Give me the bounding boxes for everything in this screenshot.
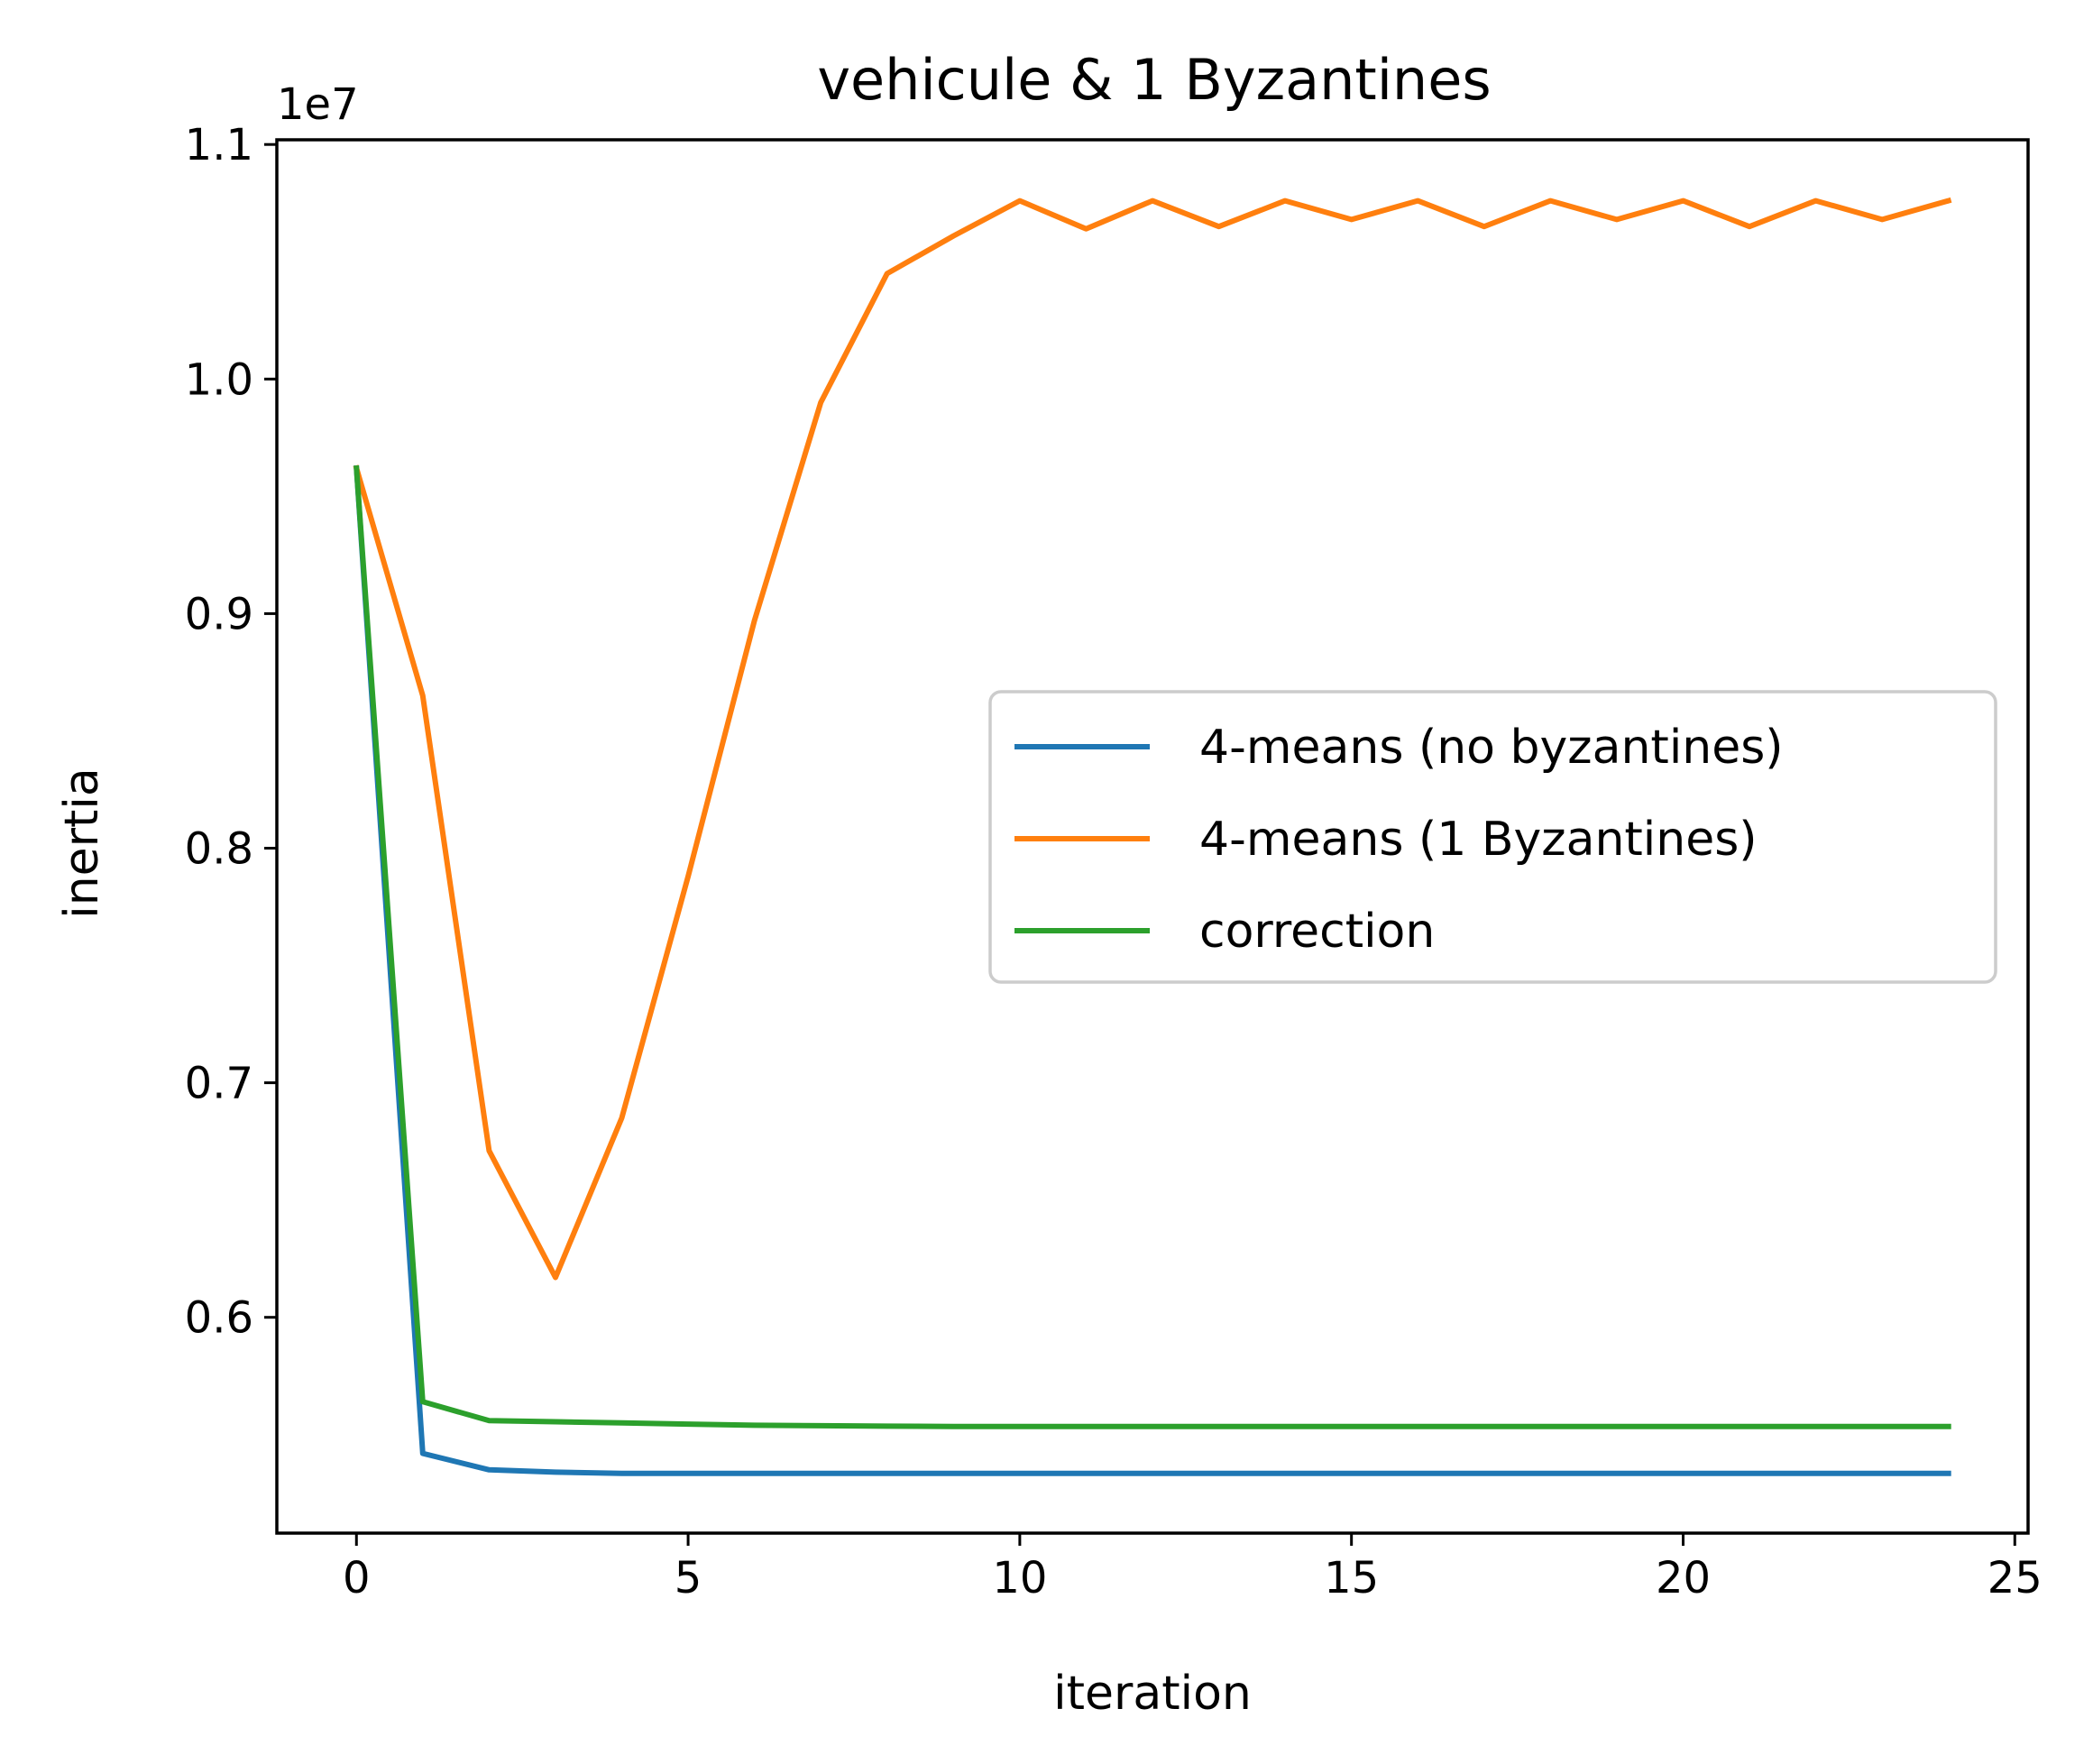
legend-box bbox=[988, 690, 1997, 984]
legend-label-0: 4-means (no byzantines) bbox=[1199, 721, 1784, 775]
y-tick-label: 0.6 bbox=[185, 1293, 253, 1344]
y-tick-label: 0.7 bbox=[185, 1059, 253, 1109]
legend-entries: 4-means (no byzantines) 4-means (1 Byzant… bbox=[1014, 721, 1784, 959]
plot-area-frame bbox=[275, 138, 2030, 1535]
x-axis-ticks: 0 5 10 15 20 25 bbox=[343, 1533, 2043, 1603]
x-axis-label: iteration bbox=[1053, 1667, 1252, 1721]
legend-label-1: 4-means (1 Byzantines) bbox=[1199, 813, 1758, 867]
series-line-2 bbox=[353, 464, 1951, 1429]
x-tick-label: 5 bbox=[675, 1553, 702, 1603]
x-tick-label: 10 bbox=[992, 1553, 1047, 1603]
y-offset-label: 1e7 bbox=[277, 79, 359, 130]
y-tick-label: 0.9 bbox=[185, 589, 253, 639]
x-tick-label: 25 bbox=[1987, 1553, 2043, 1603]
series-lines bbox=[353, 197, 1952, 1476]
legend: 4-means (no byzantines) 4-means (1 Byzant… bbox=[988, 690, 1997, 984]
chart-title: vehicule & 1 Byzantines bbox=[817, 47, 1491, 113]
x-tick-label: 20 bbox=[1656, 1553, 1711, 1603]
x-tick-label: 0 bbox=[343, 1553, 371, 1603]
y-axis-label: inertia bbox=[55, 767, 109, 918]
y-tick-label: 1.0 bbox=[185, 354, 253, 405]
x-tick-label: 15 bbox=[1324, 1553, 1379, 1603]
y-tick-label: 0.8 bbox=[185, 824, 253, 875]
y-axis-ticks: 0.6 0.7 0.8 0.9 1.0 1.1 bbox=[185, 120, 277, 1344]
series-line-1 bbox=[353, 197, 1952, 1281]
legend-label-2: correction bbox=[1199, 905, 1435, 959]
series-line-0 bbox=[353, 464, 1951, 1476]
y-tick-label: 1.1 bbox=[185, 120, 253, 170]
